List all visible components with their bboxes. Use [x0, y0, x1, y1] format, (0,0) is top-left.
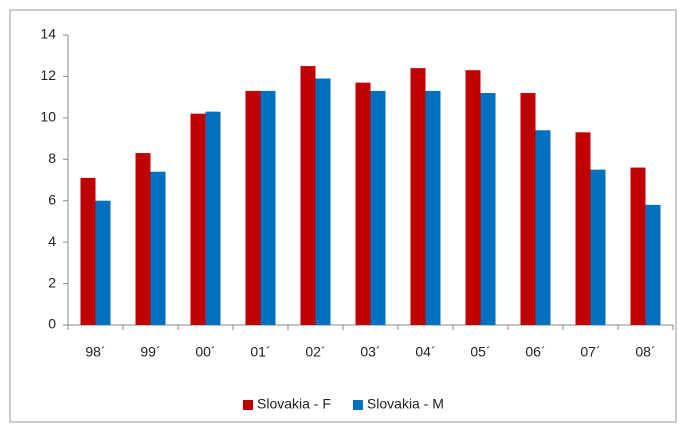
- bar: [645, 204, 661, 325]
- y-tick-label: 8: [48, 150, 56, 166]
- bar: [590, 169, 606, 325]
- bar: [205, 111, 221, 326]
- bar: [410, 68, 426, 326]
- x-tick-label: 98´: [85, 344, 105, 360]
- bar: [80, 177, 96, 325]
- x-tick-label: 03´: [360, 344, 380, 360]
- bar: [370, 90, 386, 325]
- bar: [630, 167, 646, 325]
- x-tick-label: 07´: [580, 344, 600, 360]
- bar: [135, 153, 151, 325]
- x-tick-label: 04´: [415, 344, 435, 360]
- bar: [300, 66, 316, 326]
- x-tick-label: 02´: [305, 344, 325, 360]
- bar: [520, 93, 536, 325]
- y-tick-label: 12: [40, 67, 56, 83]
- y-tick-label: 14: [40, 26, 56, 42]
- y-tick-label: 6: [48, 191, 56, 207]
- x-tick-label: 01´: [250, 344, 270, 360]
- x-tick-label: 08´: [635, 344, 655, 360]
- legend-swatch: [243, 400, 253, 410]
- y-tick-label: 0: [48, 316, 56, 332]
- bar: [315, 78, 331, 325]
- x-tick-label: 06´: [525, 344, 545, 360]
- bar: [465, 70, 481, 325]
- bar: [535, 130, 551, 325]
- bar: [190, 113, 206, 325]
- bar: [575, 132, 591, 325]
- bar: [355, 82, 371, 326]
- legend-label: Slovakia - M: [367, 396, 444, 412]
- bar: [260, 90, 276, 325]
- bar: [245, 90, 261, 325]
- bar: [150, 171, 166, 325]
- legend-swatch: [352, 400, 363, 410]
- chart-frame: [9, 9, 677, 423]
- y-tick-label: 10: [40, 109, 56, 125]
- bar: [425, 90, 441, 325]
- legend-label: Slovakia - F: [257, 396, 331, 412]
- bar: [95, 200, 111, 325]
- x-tick-label: 99´: [140, 344, 160, 360]
- y-tick-label: 2: [48, 274, 56, 290]
- x-tick-label: 05´: [470, 344, 490, 360]
- y-tick-label: 4: [48, 233, 56, 249]
- bar: [480, 93, 496, 325]
- x-tick-label: 00´: [195, 344, 215, 360]
